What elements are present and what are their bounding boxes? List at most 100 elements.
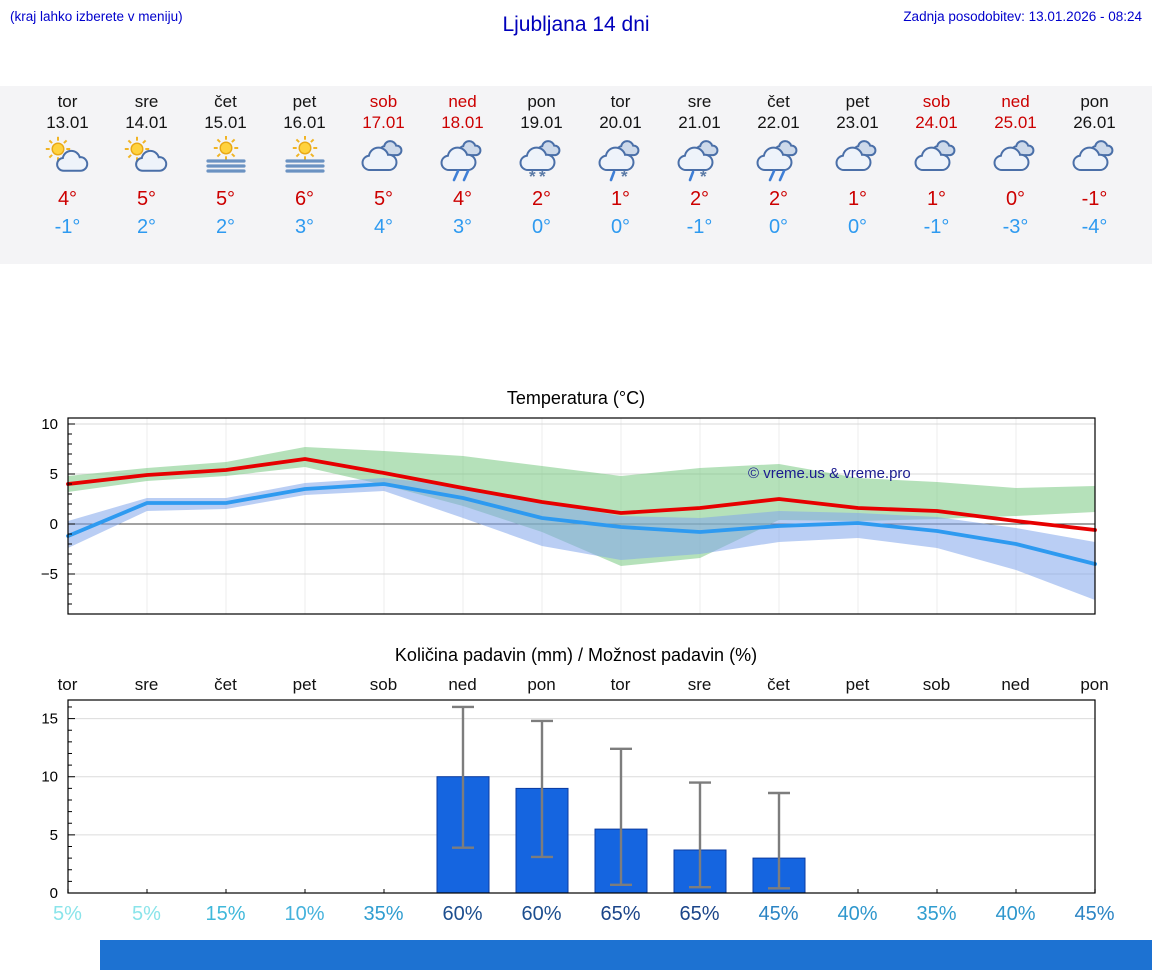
sleet-icon-svg: * bbox=[674, 136, 726, 186]
day-name: ned bbox=[1001, 92, 1030, 111]
day-temp-min: -1° bbox=[54, 216, 81, 238]
day-temp-max: 2° bbox=[531, 188, 552, 210]
forecast-day-26.01[interactable]: pon 26.01 -1° -4° bbox=[1055, 91, 1134, 239]
day-name: sob bbox=[369, 92, 398, 111]
cloudy-icon bbox=[976, 136, 1055, 186]
day-temp-min: 0° bbox=[768, 216, 789, 238]
forecast-day-20.01[interactable]: tor 20.01 * 1° 0° bbox=[581, 91, 660, 239]
precip-probability-label: 40% bbox=[837, 903, 878, 925]
day-temp-max: 5° bbox=[373, 188, 394, 210]
precip-probability-label: 65% bbox=[600, 903, 641, 925]
cloudy-icon bbox=[1055, 136, 1134, 186]
precipitation-chart-title: Količina padavin (mm) / Možnost padavin … bbox=[394, 645, 758, 665]
precip-day-label: pon bbox=[1080, 675, 1109, 694]
svg-text:0: 0 bbox=[50, 516, 58, 533]
forecast-day-19.01[interactable]: pon 19.01 * * 2° 0° bbox=[502, 91, 581, 239]
day-temp-min: 2° bbox=[215, 216, 236, 238]
precip-probability-label: 5% bbox=[53, 903, 82, 925]
day-name: ned bbox=[448, 92, 477, 111]
day-name: čet bbox=[214, 92, 237, 111]
day-temp-max: 2° bbox=[689, 188, 710, 210]
day-temp-min: -1° bbox=[686, 216, 713, 238]
forecast-day-22.01[interactable]: čet 22.01 2° 0° bbox=[739, 91, 818, 239]
svg-text:5: 5 bbox=[50, 827, 58, 844]
sleet-icon-svg: * bbox=[595, 136, 647, 186]
forecast-day-24.01[interactable]: sob 24.01 1° -1° bbox=[897, 91, 976, 239]
precip-probability-label: 35% bbox=[916, 903, 957, 925]
precip-day-label: pon bbox=[527, 675, 556, 694]
precip-probability-label: 40% bbox=[995, 903, 1036, 925]
day-name: čet bbox=[767, 92, 790, 111]
cloudy-icon-svg bbox=[990, 136, 1042, 184]
day-date: 19.01 bbox=[520, 113, 563, 132]
precip-day-label: sob bbox=[369, 675, 398, 694]
day-date: 16.01 bbox=[283, 113, 326, 132]
forecast-day-25.01[interactable]: ned 25.01 0° -3° bbox=[976, 91, 1055, 239]
rain-icon-svg bbox=[437, 136, 489, 182]
svg-text:−5: −5 bbox=[41, 566, 58, 583]
day-temp-max: 2° bbox=[768, 188, 789, 210]
footer-bar[interactable] bbox=[100, 940, 1152, 970]
day-date: 22.01 bbox=[757, 113, 800, 132]
temperature-chart: 10 5 0 −5 © vreme.us & vreme.pro bbox=[41, 416, 1097, 615]
day-temp-max: 1° bbox=[926, 188, 947, 210]
rain-icon-svg bbox=[753, 136, 805, 182]
fog-sun-icon bbox=[265, 135, 344, 186]
temperature-chart-title: Temperatura (°C) bbox=[506, 388, 646, 408]
sleet-icon: * bbox=[581, 136, 660, 186]
precip-probability-label: 5% bbox=[132, 903, 161, 925]
precip-day-label: tor bbox=[57, 675, 78, 694]
forecast-day-18.01[interactable]: ned 18.01 4° 3° bbox=[423, 91, 502, 239]
day-name: tor bbox=[610, 92, 631, 111]
precip-day-label: čet bbox=[214, 675, 237, 694]
precip-probability-label: 35% bbox=[363, 903, 404, 925]
location-menu-hint[interactable]: (kraj lahko izberete v meniju) bbox=[10, 9, 183, 24]
forecast-day-23.01[interactable]: pet 23.01 1° 0° bbox=[818, 91, 897, 239]
precip-probability-label: 15% bbox=[205, 903, 246, 925]
forecast-day-15.01[interactable]: čet 15.01 5° 2° bbox=[186, 91, 265, 239]
svg-text:*: * bbox=[700, 167, 707, 184]
precip-day-label: ned bbox=[448, 675, 477, 694]
cloudy-icon bbox=[897, 136, 976, 186]
precip-probability-label: 60% bbox=[521, 903, 562, 925]
precip-probability-label: 10% bbox=[284, 903, 325, 925]
day-name: pon bbox=[527, 92, 556, 111]
forecast-strip: tor 13.01 4° -1° sre 14.01 5° 2° čet 15.01 5° 2° pet… bbox=[0, 86, 1152, 264]
precip-day-label: ned bbox=[1001, 675, 1030, 694]
day-temp-min: -3° bbox=[1002, 216, 1029, 238]
rain-icon bbox=[423, 136, 502, 186]
chart-watermark: © vreme.us & vreme.pro bbox=[748, 465, 911, 482]
svg-text:10: 10 bbox=[41, 416, 58, 433]
forecast-day-21.01[interactable]: sre 21.01 * 2° -1° bbox=[660, 91, 739, 239]
precip-day-label: sre bbox=[134, 675, 159, 694]
forecast-day-13.01[interactable]: tor 13.01 4° -1° bbox=[28, 91, 107, 239]
day-temp-min: 0° bbox=[847, 216, 868, 238]
day-name: pet bbox=[292, 92, 317, 111]
day-temp-max: 5° bbox=[215, 188, 236, 210]
svg-text:*: * bbox=[539, 167, 546, 184]
day-temp-min: 0° bbox=[531, 216, 552, 238]
day-temp-max: 4° bbox=[57, 188, 78, 210]
precip-day-label: sre bbox=[687, 675, 712, 694]
precip-probability-label: 45% bbox=[758, 903, 799, 925]
svg-text:5: 5 bbox=[50, 466, 58, 483]
day-date: 25.01 bbox=[994, 113, 1037, 132]
rain-icon bbox=[739, 136, 818, 186]
day-name: pet bbox=[845, 92, 870, 111]
partly-sunny-icon-svg bbox=[124, 136, 173, 184]
svg-text:10: 10 bbox=[41, 769, 58, 786]
day-temp-min: 0° bbox=[610, 216, 631, 238]
forecast-day-17.01[interactable]: sob 17.01 5° 4° bbox=[344, 91, 423, 239]
day-date: 20.01 bbox=[599, 113, 642, 132]
day-temp-min: 2° bbox=[136, 216, 157, 238]
day-name: tor bbox=[57, 92, 78, 111]
day-date: 21.01 bbox=[678, 113, 721, 132]
precipitation-day-labels: tor sre čet pet sob ned pon tor sre čet pet sob ned p… bbox=[28, 675, 1134, 695]
day-temp-min: 4° bbox=[373, 216, 394, 238]
cloudy-icon-svg bbox=[832, 136, 884, 184]
forecast-day-16.01[interactable]: pet 16.01 6° 3° bbox=[265, 91, 344, 239]
forecast-day-14.01[interactable]: sre 14.01 5° 2° bbox=[107, 91, 186, 239]
fog-sun-icon bbox=[186, 135, 265, 186]
day-temp-min: -1° bbox=[923, 216, 950, 238]
partly-sunny-icon bbox=[28, 136, 107, 186]
